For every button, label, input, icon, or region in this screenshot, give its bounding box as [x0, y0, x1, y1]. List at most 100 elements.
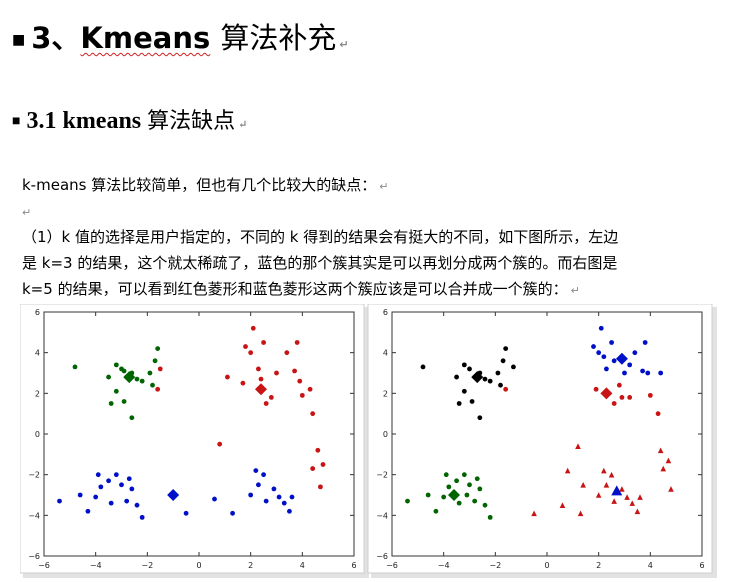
- data-point: [611, 358, 617, 364]
- y-tick-label: −2: [376, 471, 388, 480]
- y-tick-label: 6: [35, 308, 40, 317]
- data-point: [595, 492, 602, 498]
- data-point: [77, 492, 83, 498]
- data-point: [461, 472, 467, 478]
- data-point: [274, 370, 279, 376]
- data-point: [289, 494, 295, 500]
- subheading-keyword: kmeans: [62, 108, 142, 134]
- data-point: [425, 492, 431, 498]
- data-point: [155, 386, 161, 392]
- data-point: [655, 411, 661, 417]
- data-point: [139, 378, 145, 384]
- y-tick-label: 6: [383, 308, 388, 317]
- data-point: [632, 350, 638, 356]
- data-point: [106, 478, 111, 484]
- y-tick-label: 0: [35, 430, 40, 439]
- data-point: [604, 366, 609, 372]
- data-point: [134, 502, 140, 508]
- data-point: [263, 401, 269, 406]
- data-point: [297, 378, 303, 384]
- data-point: [469, 399, 475, 404]
- data-point: [446, 484, 452, 490]
- y-tick-label: −2: [28, 471, 40, 480]
- data-point: [503, 386, 509, 392]
- data-point: [477, 486, 483, 492]
- data-point: [85, 508, 91, 514]
- data-point: [217, 441, 223, 447]
- data-point: [113, 472, 119, 478]
- left-plot-k3: −6 −4 −2 0 2 4 6 6 4 2 0 −2 −4 −6: [28, 308, 356, 570]
- data-point: [126, 476, 132, 482]
- x-tick-label: −4: [90, 561, 102, 570]
- data-point: [281, 500, 287, 506]
- data-point: [248, 492, 254, 498]
- data-point: [294, 340, 300, 345]
- data-point: [461, 362, 467, 368]
- data-point: [261, 472, 266, 478]
- data-point: [616, 382, 622, 388]
- data-point: [307, 386, 313, 392]
- data-point: [98, 484, 104, 490]
- y-tick-label: −4: [376, 511, 388, 520]
- data-point: [119, 482, 124, 488]
- paragraph-mark-icon: ↵: [570, 284, 580, 297]
- data-point: [596, 350, 602, 356]
- heading-number: 3、: [31, 21, 81, 55]
- data-point: [261, 340, 266, 345]
- data-point: [121, 399, 127, 404]
- data-point: [240, 380, 246, 386]
- y-tick-label: −4: [28, 511, 40, 520]
- empty-paragraph: ↵: [22, 198, 722, 226]
- body-line-2: 是 k=3 的结果，这个就太稀疏了，蓝色的那个簇其实是可以再划分成两个簇的。而右…: [22, 254, 618, 272]
- x-tick-label: 2: [248, 561, 253, 570]
- data-point: [258, 376, 264, 382]
- data-point: [474, 476, 480, 482]
- body-line-3: k=5 的结果，可以看到红色菱形和蓝色菱形这两个簇应该是可以合并成一个簇的：: [22, 280, 568, 298]
- x-tick-label: 2: [596, 561, 601, 570]
- data-point: [443, 472, 449, 478]
- data-point: [591, 344, 596, 349]
- cluster-center: [600, 387, 613, 400]
- data-point: [660, 465, 667, 472]
- section-heading-3: ■ 3、Kmeans 算法补充 ↵: [12, 14, 349, 69]
- x-tick-label: 6: [351, 561, 356, 570]
- data-point: [183, 510, 189, 516]
- data-point: [72, 364, 78, 370]
- x-tick-label: 4: [648, 561, 653, 570]
- y-tick-label: 4: [383, 349, 388, 358]
- data-point: [256, 366, 261, 372]
- data-point: [467, 482, 472, 488]
- data-point: [310, 411, 316, 417]
- plot-axes: [43, 311, 355, 557]
- data-point: [564, 467, 571, 474]
- y-tick-label: 2: [35, 389, 40, 398]
- cluster-center: [615, 352, 628, 365]
- data-point: [601, 467, 607, 474]
- data-point: [598, 325, 604, 331]
- cluster-center: [611, 485, 623, 496]
- data-point: [645, 370, 651, 376]
- subheading-number: 3.1: [26, 108, 63, 134]
- x-tick-label: −2: [141, 561, 153, 570]
- data-point: [310, 466, 316, 471]
- data-point: [575, 443, 581, 449]
- x-tick-label: −4: [438, 561, 450, 570]
- heading-text: 算法补充: [220, 21, 337, 55]
- data-point: [106, 374, 111, 380]
- data-point: [619, 395, 625, 400]
- data-point: [658, 370, 664, 376]
- heading-bullet: ■: [12, 32, 26, 48]
- data-point: [487, 514, 493, 520]
- paragraph-mark-icon: ↵: [238, 119, 248, 131]
- data-point: [248, 350, 254, 356]
- body-paragraph: （1）k 值的选择是用户指定的，不同的 k 得到的结果会有挺大的不同，如下图所示…: [22, 224, 722, 304]
- x-tick-label: 6: [699, 561, 704, 570]
- data-point: [611, 401, 617, 406]
- data-point: [150, 382, 155, 388]
- data-point: [152, 358, 158, 364]
- data-point: [503, 346, 509, 351]
- data-point: [495, 370, 501, 376]
- data-point: [225, 374, 230, 380]
- data-point: [640, 368, 645, 374]
- data-point: [441, 494, 447, 500]
